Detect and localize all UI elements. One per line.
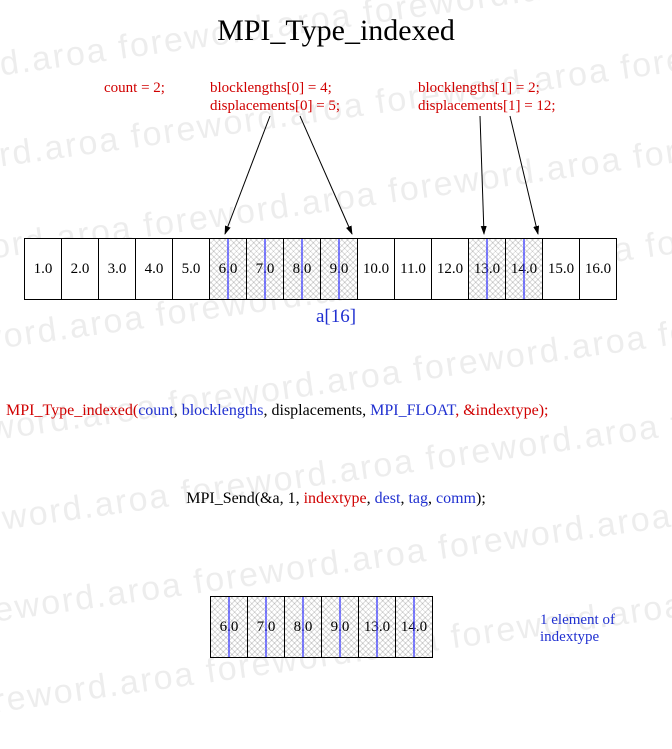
code-line-type-indexed: MPI_Type_indexed(count, blocklengths, di… [6, 402, 549, 420]
main-cell-4: 5.0 [172, 238, 210, 300]
result-caption: 1 element of indextype [540, 612, 615, 647]
diagram-canvas: foreword.aroa foreword.aroa foreword.aro… [0, 0, 672, 749]
call2-seg-3: dest [375, 490, 401, 507]
code-line-mpi-send: MPI_Send(&a, 1, indextype, dest, tag, co… [0, 490, 672, 508]
result-array: 6.07.08.09.013.014.0 [210, 596, 433, 658]
param-disp1: displacements[1] = 12; [418, 98, 556, 115]
main-cell-9: 10.0 [357, 238, 395, 300]
arrow-3 [510, 116, 538, 234]
main-cell-7: 8.0 [283, 238, 321, 300]
param-bl1: blocklengths[1] = 2; [418, 80, 540, 97]
call2-seg-2: , [367, 490, 375, 507]
result-cell-5: 14.0 [395, 596, 433, 658]
main-cell-11: 12.0 [431, 238, 469, 300]
call1-seg-6: , &indextype); [455, 402, 548, 419]
result-cell-4: 13.0 [358, 596, 396, 658]
call1-seg-5: MPI_FLOAT [370, 402, 455, 419]
main-array-label: a[16] [0, 306, 672, 328]
main-cell-12: 13.0 [468, 238, 506, 300]
main-cell-6: 7.0 [246, 238, 284, 300]
main-cell-0: 1.0 [24, 238, 62, 300]
call2-seg-0: MPI_Send(&a, 1, [186, 490, 303, 507]
result-cell-1: 7.0 [247, 596, 285, 658]
param-bl0: blocklengths[0] = 4; [210, 80, 332, 97]
call1-seg-4: , displacements, [264, 402, 371, 419]
main-cell-1: 2.0 [61, 238, 99, 300]
call2-seg-6: , [428, 490, 436, 507]
call2-seg-5: tag [408, 490, 428, 507]
arrow-1 [300, 116, 352, 234]
arrow-2 [480, 116, 484, 234]
call2-seg-8: ); [476, 490, 486, 507]
param-disp0: displacements[0] = 5; [210, 98, 340, 115]
result-caption-line1: 1 element of [540, 612, 615, 628]
result-cell-3: 9.0 [321, 596, 359, 658]
main-cell-5: 6.0 [209, 238, 247, 300]
call2-seg-7: comm [436, 490, 476, 507]
call1-seg-0: MPI_Type_indexed( [6, 402, 138, 419]
main-cell-15: 16.0 [579, 238, 617, 300]
main-cell-14: 15.0 [542, 238, 580, 300]
main-cell-2: 3.0 [98, 238, 136, 300]
param-count: count = 2; [104, 80, 165, 97]
result-cell-2: 8.0 [284, 596, 322, 658]
call1-seg-2: , [174, 402, 182, 419]
main-cell-10: 11.0 [394, 238, 432, 300]
result-caption-line2: indextype [540, 629, 599, 645]
main-cell-3: 4.0 [135, 238, 173, 300]
result-cell-0: 6.0 [210, 596, 248, 658]
main-cell-13: 14.0 [505, 238, 543, 300]
call1-seg-1: count [138, 402, 174, 419]
main-array: 1.02.03.04.05.06.07.08.09.010.011.012.01… [24, 238, 617, 300]
diagram-title: MPI_Type_indexed [0, 14, 672, 48]
arrow-0 [225, 116, 270, 234]
main-cell-8: 9.0 [320, 238, 358, 300]
call1-seg-3: blocklengths [182, 402, 264, 419]
call2-seg-1: indextype [304, 490, 367, 507]
